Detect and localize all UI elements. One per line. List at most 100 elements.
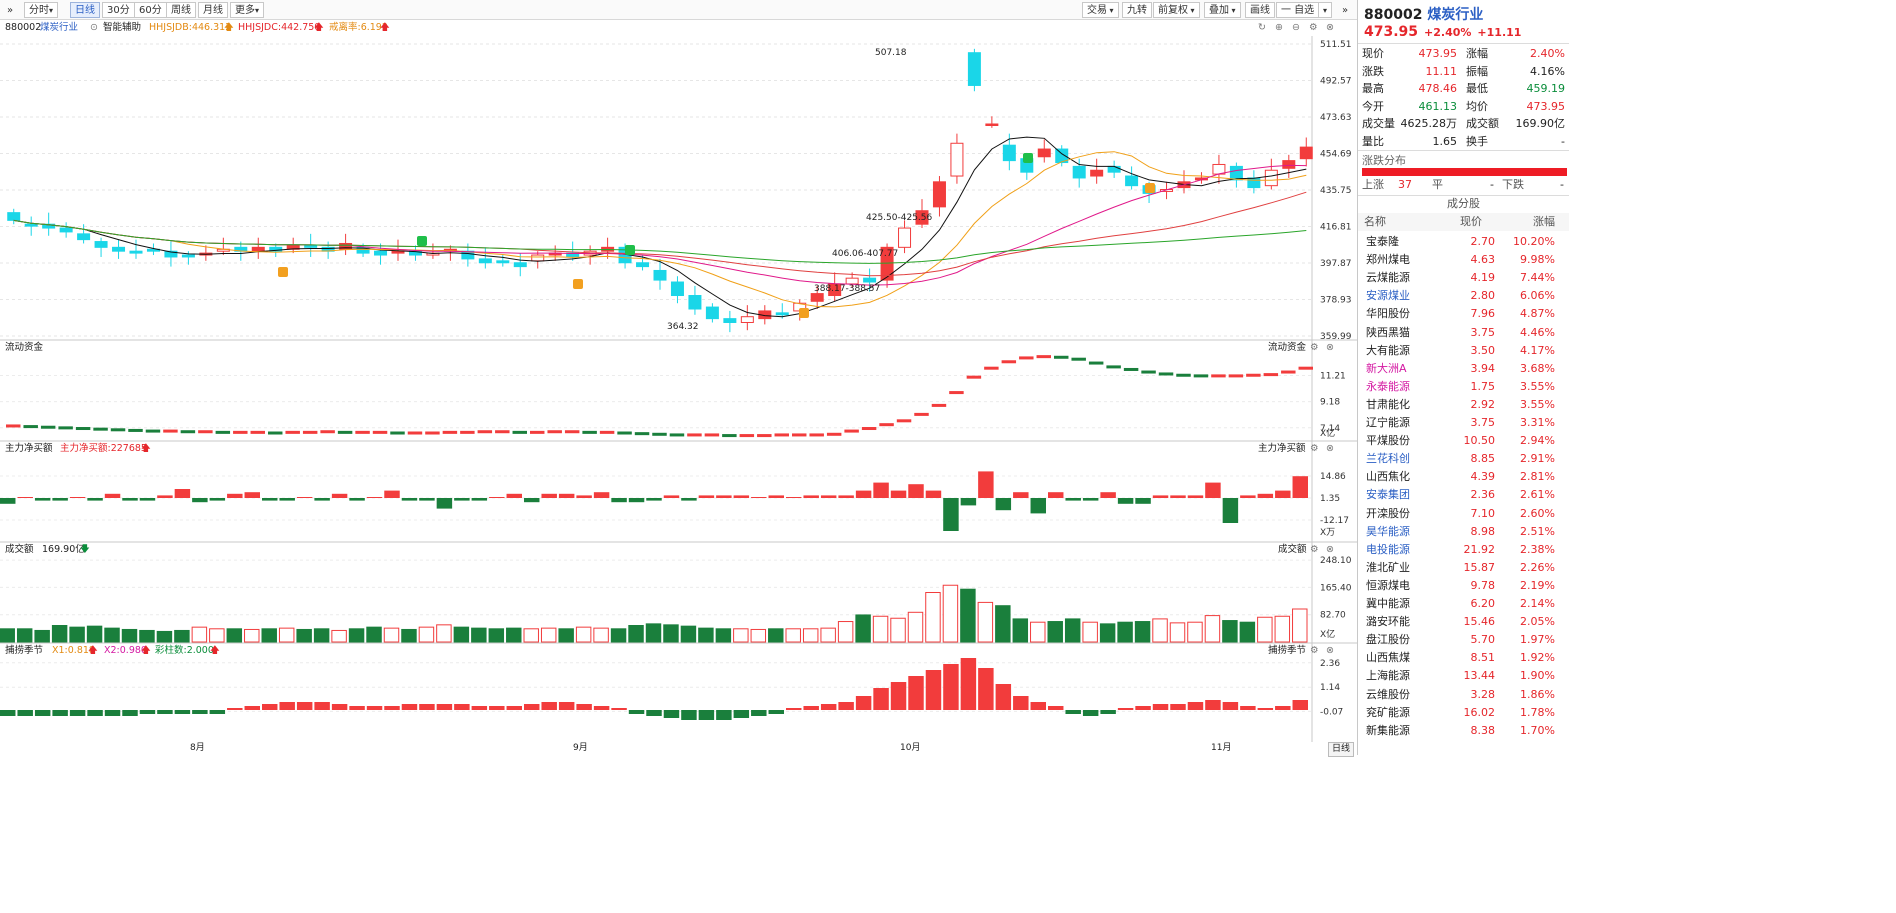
col-price[interactable]: 现价 <box>1460 215 1482 228</box>
stock-row[interactable]: 冀中能源 6.20 2.14% <box>1358 595 1569 613</box>
turnover-bar <box>1064 618 1081 643</box>
turnover-bar <box>942 584 959 643</box>
stock-change: 1.70% <box>1520 723 1555 737</box>
watchlist-button[interactable]: 一 自选 <box>1276 2 1320 18</box>
netbuy-right-title: 主力净买额 <box>1258 443 1306 454</box>
period-tab-monthly[interactable]: 月线 <box>198 2 228 18</box>
season-bar <box>1048 706 1064 710</box>
netbuy-bar <box>978 471 994 498</box>
col-change[interactable]: 涨幅 <box>1533 215 1555 228</box>
stock-row[interactable]: 华阳股份 7.96 4.87% <box>1358 305 1569 323</box>
stock-row[interactable]: 陕西黑猫 3.75 4.46% <box>1358 324 1569 342</box>
nine-turn-button[interactable]: 九转 <box>1122 2 1152 18</box>
stock-row[interactable]: 平煤股份 10.50 2.94% <box>1358 432 1569 450</box>
trading-window: { "toolbar": { "left_expand": "»", "peri… <box>0 0 1569 757</box>
period-tab-60min[interactable]: 60分 <box>134 2 167 18</box>
netbuy-bar <box>87 498 103 501</box>
stock-row[interactable]: 辽宁能源 3.75 3.31% <box>1358 414 1569 432</box>
zoom-out-icon[interactable]: ⊖ <box>1292 22 1300 33</box>
turnover-bar <box>977 601 994 643</box>
stock-row[interactable]: 兖矿能源 16.02 1.78% <box>1358 704 1569 722</box>
close-icon[interactable]: ⊗ <box>1326 443 1334 454</box>
period-tab-30min[interactable]: 30分 <box>102 2 135 18</box>
netbuy-bar <box>1013 492 1029 498</box>
y-axis-labels: 511.51 492.57 473.63 454.69 435.75 416.81 397.… <box>1320 40 1352 717</box>
ma-line-10 <box>13 151 1307 308</box>
refresh-icon[interactable]: ↻ <box>1258 22 1266 33</box>
quote-label: 涨幅 <box>1466 47 1488 60</box>
period-tab-weekly[interactable]: 周线 <box>166 2 196 18</box>
watchlist-dropdown-icon[interactable]: ▾ <box>1318 2 1333 18</box>
stock-row[interactable]: 安源煤业 2.80 6.06% <box>1358 287 1569 305</box>
season-right-title: 捕捞季节 <box>1268 645 1307 656</box>
col-name[interactable]: 名称 <box>1364 215 1386 228</box>
close-icon[interactable]: ⊗ <box>1326 645 1334 656</box>
season-x1: X1:0.818 <box>52 645 95 656</box>
season-bar <box>87 710 103 716</box>
settings-icon[interactable]: ⚙ <box>1310 645 1319 656</box>
settings-icon[interactable]: ⚙ <box>1309 22 1318 33</box>
season-bar <box>1013 696 1029 710</box>
settings-icon[interactable]: ⚙ <box>1310 443 1319 454</box>
zoom-in-icon[interactable]: ⊕ <box>1275 22 1283 33</box>
stock-row[interactable]: 山西焦化 4.39 2.81% <box>1358 468 1569 486</box>
period-tab-daily[interactable]: 日线 <box>70 2 100 18</box>
candle-body <box>1264 169 1278 187</box>
stock-row[interactable]: 大有能源 3.50 4.17% <box>1358 342 1569 360</box>
draw-line-button[interactable]: 画线 <box>1245 2 1275 18</box>
turnover-bar <box>663 624 679 643</box>
close-icon[interactable]: ⊗ <box>1326 544 1334 555</box>
stock-row[interactable]: 山西焦煤 8.51 1.92% <box>1358 649 1569 667</box>
smart-assist-icon[interactable]: ⊙ <box>90 22 98 33</box>
stock-row[interactable]: 永泰能源 1.75 3.55% <box>1358 378 1569 396</box>
netbuy-bar <box>733 495 750 498</box>
expand-right-icon[interactable]: » <box>1342 5 1349 16</box>
stock-row[interactable]: 淮北矿业 15.87 2.26% <box>1358 559 1569 577</box>
turnover-bar <box>1117 621 1133 643</box>
stock-row[interactable]: 甘肃能化 2.92 3.55% <box>1358 396 1569 414</box>
adjust-label: 前复权 <box>1158 5 1188 16</box>
close-icon[interactable]: ⊗ <box>1326 342 1334 353</box>
stock-row[interactable]: 恒源煤电 9.78 2.19% <box>1358 577 1569 595</box>
candle-body <box>531 254 545 262</box>
adjust-button[interactable]: 前复权 ▾ <box>1153 2 1200 18</box>
smart-assist-label[interactable]: 智能辅助 <box>103 22 142 33</box>
period-indicator[interactable]: 日线 <box>1328 742 1355 757</box>
stock-row[interactable]: 安泰集团 2.36 2.61% <box>1358 486 1569 504</box>
flow-segment <box>844 429 859 433</box>
candle-body <box>496 260 510 264</box>
stock-row[interactable]: 上海能源 13.44 1.90% <box>1358 667 1569 685</box>
period-more-button[interactable]: 更多▾ <box>230 2 265 18</box>
overlay-button[interactable]: 叠加 ▾ <box>1204 2 1241 18</box>
candle-body <box>112 246 126 252</box>
stock-row[interactable]: 宝泰隆 2.70 10.20% <box>1358 233 1569 251</box>
stock-row[interactable]: 新集能源 8.38 1.70% <box>1358 722 1569 740</box>
stock-name: 电投能源 <box>1366 542 1410 556</box>
stock-row[interactable]: 兰花科创 8.85 2.91% <box>1358 450 1569 468</box>
season-bar <box>524 704 540 710</box>
settings-icon[interactable]: ⚙ <box>1310 544 1319 555</box>
stock-row[interactable]: 新大洲A 3.94 3.68% <box>1358 360 1569 378</box>
flow-segment <box>512 430 527 434</box>
security-name[interactable]: 煤炭行业 <box>1427 7 1484 23</box>
stock-row[interactable]: 开滦股份 7.10 2.60% <box>1358 505 1569 523</box>
trade-button[interactable]: 交易 ▾ <box>1082 2 1119 18</box>
settings-icon[interactable]: ⚙ <box>1310 342 1319 353</box>
stock-row[interactable]: 潞安环能 15.46 2.05% <box>1358 613 1569 631</box>
stock-row[interactable]: 电投能源 21.92 2.38% <box>1358 541 1569 559</box>
stock-row[interactable]: 云维股份 3.28 1.86% <box>1358 686 1569 704</box>
period-tab-minute[interactable]: 分时▾ <box>24 2 59 18</box>
info-name[interactable]: 煤炭行业 <box>40 22 79 33</box>
stock-row[interactable]: 盘江股份 5.70 1.97% <box>1358 631 1569 649</box>
stock-change: 1.90% <box>1520 669 1555 683</box>
expand-left-icon[interactable]: » <box>7 5 14 16</box>
chart-canvas[interactable]: 511.51 492.57 473.63 454.69 435.75 416.81 397.… <box>0 36 1357 742</box>
stock-price: 13.44 <box>1463 669 1496 683</box>
stock-row[interactable]: 郑州煤电 4.63 9.98% <box>1358 251 1569 269</box>
turnover-bar <box>69 626 85 643</box>
stock-row[interactable]: 云煤能源 4.19 7.44% <box>1358 269 1569 287</box>
stock-row[interactable]: 昊华能源 8.98 2.51% <box>1358 523 1569 541</box>
stock-name: 辽宁能源 <box>1366 416 1410 429</box>
turnover-bar <box>855 614 871 643</box>
close-icon[interactable]: ⊗ <box>1326 22 1334 33</box>
